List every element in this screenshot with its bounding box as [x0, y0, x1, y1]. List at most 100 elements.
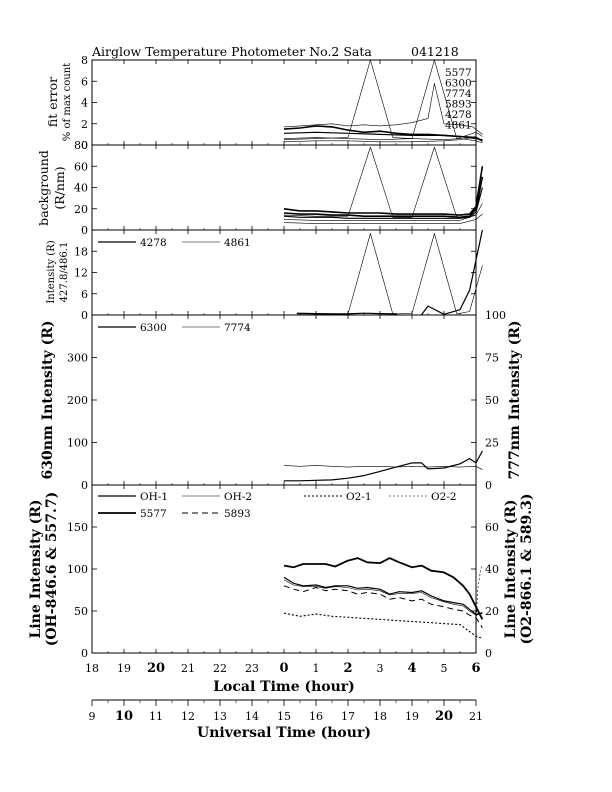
series-line-oh-1 [283, 576, 483, 616]
y-tick-label: 0 [81, 647, 88, 660]
x-tick-label-local: 6 [471, 661, 480, 676]
legend-label: 6300 [140, 322, 167, 334]
legend-label: 5893 [224, 508, 251, 520]
legend-label: OH-1 [140, 491, 168, 503]
y-tick-label-right: 100 [485, 309, 506, 322]
xlabel-local-time: Local Time (hour) [213, 679, 355, 695]
ylabel-777: 777nm Intensity (R) [507, 321, 523, 480]
x-tick-label-ut: 9 [89, 710, 96, 723]
y-tick-label-right: 40 [485, 563, 499, 576]
y-tick-label: 8 [81, 54, 88, 67]
x-tick-label-ut: 20 [435, 709, 453, 724]
x-tick-label-local: 0 [279, 661, 288, 676]
series-line-o2-1 [283, 612, 483, 639]
series-line-6300 [284, 450, 483, 482]
x-tick-label-ut: 10 [115, 709, 133, 724]
legend-label: O2-1 [346, 491, 372, 503]
series-line-o2-2 [475, 564, 483, 633]
y-tick-label: 12 [74, 267, 88, 280]
y-tick-label: 40 [74, 182, 88, 195]
x-tick-label-ut: 21 [469, 710, 483, 723]
y-tick-label: 200 [67, 394, 88, 407]
y-tick-label: 6 [81, 75, 88, 88]
panel-fit-error-frame [91, 59, 477, 146]
y-tick-label: 300 [67, 352, 88, 365]
y-tick-label: 6 [81, 288, 88, 301]
series-line-b5 [283, 213, 483, 224]
legend-label: 7774 [445, 88, 472, 100]
y-tick-label: 0 [81, 309, 88, 322]
x-tick-label-ut: 11 [149, 710, 163, 723]
y-tick-label-right: 20 [485, 605, 499, 618]
y-tick-label-right: 0 [485, 647, 492, 660]
y-tick-label: 100 [67, 437, 88, 450]
series-line-oh-2 [283, 579, 483, 616]
y-tick-label: 4 [81, 97, 88, 110]
series-line-b1 [283, 166, 484, 216]
x-tick-label-local: 18 [85, 662, 99, 675]
ylabel-oh-5577: (OH-846.6 & 557.7) [44, 492, 60, 647]
ylabel-line-intensity: Line Intensity (R) [28, 500, 44, 639]
ylabel-o2-5893: (O2-866.1 & 589.3) [519, 493, 535, 644]
y-tick-label-right: 50 [485, 394, 499, 407]
series-line-4861 [296, 233, 483, 315]
y-tick-label-right: 60 [485, 521, 499, 534]
ylabel-background: background [36, 150, 51, 226]
y-tick-label: 100 [67, 563, 88, 576]
series-line-4278 [296, 230, 483, 315]
x-tick-label-local: 23 [245, 662, 259, 675]
x-tick-label-ut: 12 [181, 710, 195, 723]
x-tick-label-local: 4 [407, 661, 416, 676]
y-tick-label: 0 [81, 479, 88, 492]
x-tick-label-ut: 13 [213, 710, 227, 723]
series-line-4861 [283, 137, 483, 144]
ylabel-background-unit: (R/nm) [52, 166, 67, 209]
x-tick-label-ut: 15 [277, 710, 291, 723]
x-tick-label-local: 19 [117, 662, 131, 675]
y-tick-label: 0 [81, 139, 88, 152]
series-line-b2 [283, 176, 484, 219]
x-tick-label-ut: 18 [373, 710, 387, 723]
legend-label: 4861 [445, 120, 472, 132]
x-tick-label-ut: 16 [309, 710, 323, 723]
ylabel-right-line-intensity: Line Intensity (R) [503, 500, 519, 639]
x-tick-label-local: 5 [441, 662, 448, 675]
ylabel-blue-wavelengths: 427.8/486.1 [59, 242, 70, 303]
chart-date: 041218 [411, 44, 459, 59]
legend-label: 7774 [224, 322, 251, 334]
x-tick-label-ut: 19 [405, 710, 419, 723]
legend-label: 5577 [140, 508, 167, 520]
y-tick-label: 0 [81, 224, 88, 237]
legend-label: 4278 [140, 237, 167, 249]
y-tick-label: 20 [74, 203, 88, 216]
x-tick-label-local: 3 [377, 662, 384, 675]
legend-label: 4861 [224, 237, 251, 249]
series-line-b4 [283, 203, 483, 221]
series-line-5577 [283, 557, 484, 620]
legend-label: 5577 [445, 67, 472, 79]
x-tick-label-ut: 14 [245, 710, 259, 723]
xlabel-universal-time: Universal Time (hour) [197, 725, 371, 741]
chart-title: Airglow Temperature Photometer No.2 Sata [91, 44, 372, 59]
ylabel-fit-error-unit: % of max count [62, 63, 73, 141]
x-tick-label-local: 22 [213, 662, 227, 675]
ylabel-blue-intensity: Intensity (R) [46, 240, 57, 303]
y-tick-label: 60 [74, 160, 88, 173]
y-tick-label: 50 [74, 605, 88, 618]
legend-label: 6300 [445, 78, 472, 90]
x-tick-label-local: 1 [313, 662, 320, 675]
y-tick-label: 80 [74, 139, 88, 152]
series-line-6300 [283, 83, 483, 135]
series-line-5893 [283, 585, 483, 629]
x-tick-label-local: 20 [147, 661, 165, 676]
y-tick-label: 150 [67, 521, 88, 534]
series-line-5893 [283, 131, 483, 141]
x-tick-label-local: 21 [181, 662, 195, 675]
y-tick-label-right: 25 [485, 437, 499, 450]
ylabel-630: 630nm Intensity (R) [40, 321, 56, 480]
chart-content: 18 19 20 21 22 23 0 1 2 3 4 5 69 10 11 12 13 14 15 16 17 18 19… [67, 54, 506, 724]
x-tick-label-local: 2 [343, 661, 352, 676]
legend-label: O2-2 [431, 491, 457, 503]
panel-background-frame [91, 144, 477, 231]
